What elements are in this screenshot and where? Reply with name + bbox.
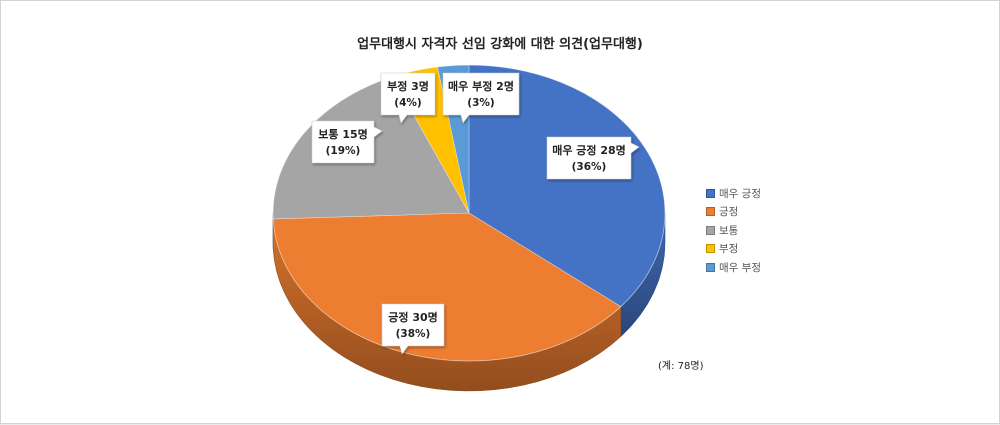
total-note: (계: 78명) <box>658 357 703 372</box>
data-label-count: 보통 15명 <box>318 127 368 141</box>
data-label-percent: (38%) <box>396 328 431 340</box>
legend-item-very-negative: 매우 부정 <box>706 258 761 277</box>
data-label-count: 매우 부정 2명 <box>448 79 514 93</box>
legend-label: 긍정 <box>719 204 738 219</box>
legend: 매우 긍정 긍정 보통 부정 매우 부정 <box>706 184 761 277</box>
legend-item-negative: 부정 <box>706 240 761 259</box>
data-label-percent: (19%) <box>326 145 361 157</box>
data-label-2: 보통 15명 (19%) <box>312 121 382 163</box>
data-label-count: 매우 긍정 28명 <box>552 143 626 157</box>
legend-label: 부정 <box>719 241 738 256</box>
legend-swatch <box>706 189 715 198</box>
legend-label: 보통 <box>719 223 738 238</box>
data-label-percent: (36%) <box>572 161 607 173</box>
legend-swatch <box>706 207 715 216</box>
legend-label: 매우 부정 <box>719 260 761 275</box>
data-label-percent: (3%) <box>467 97 494 109</box>
legend-item-positive: 긍정 <box>706 203 761 222</box>
data-label-0: 매우 긍정 28명 (36%) <box>547 137 639 179</box>
legend-swatch <box>706 263 715 272</box>
legend-swatch <box>706 244 715 253</box>
legend-swatch <box>706 226 715 235</box>
legend-item-very-positive: 매우 긍정 <box>706 184 761 203</box>
data-label-count: 긍정 30명 <box>388 310 438 324</box>
data-label-count: 부정 3명 <box>387 79 429 93</box>
legend-label: 매우 긍정 <box>719 186 761 201</box>
data-label-percent: (4%) <box>394 97 421 109</box>
legend-item-neutral: 보통 <box>706 221 761 240</box>
